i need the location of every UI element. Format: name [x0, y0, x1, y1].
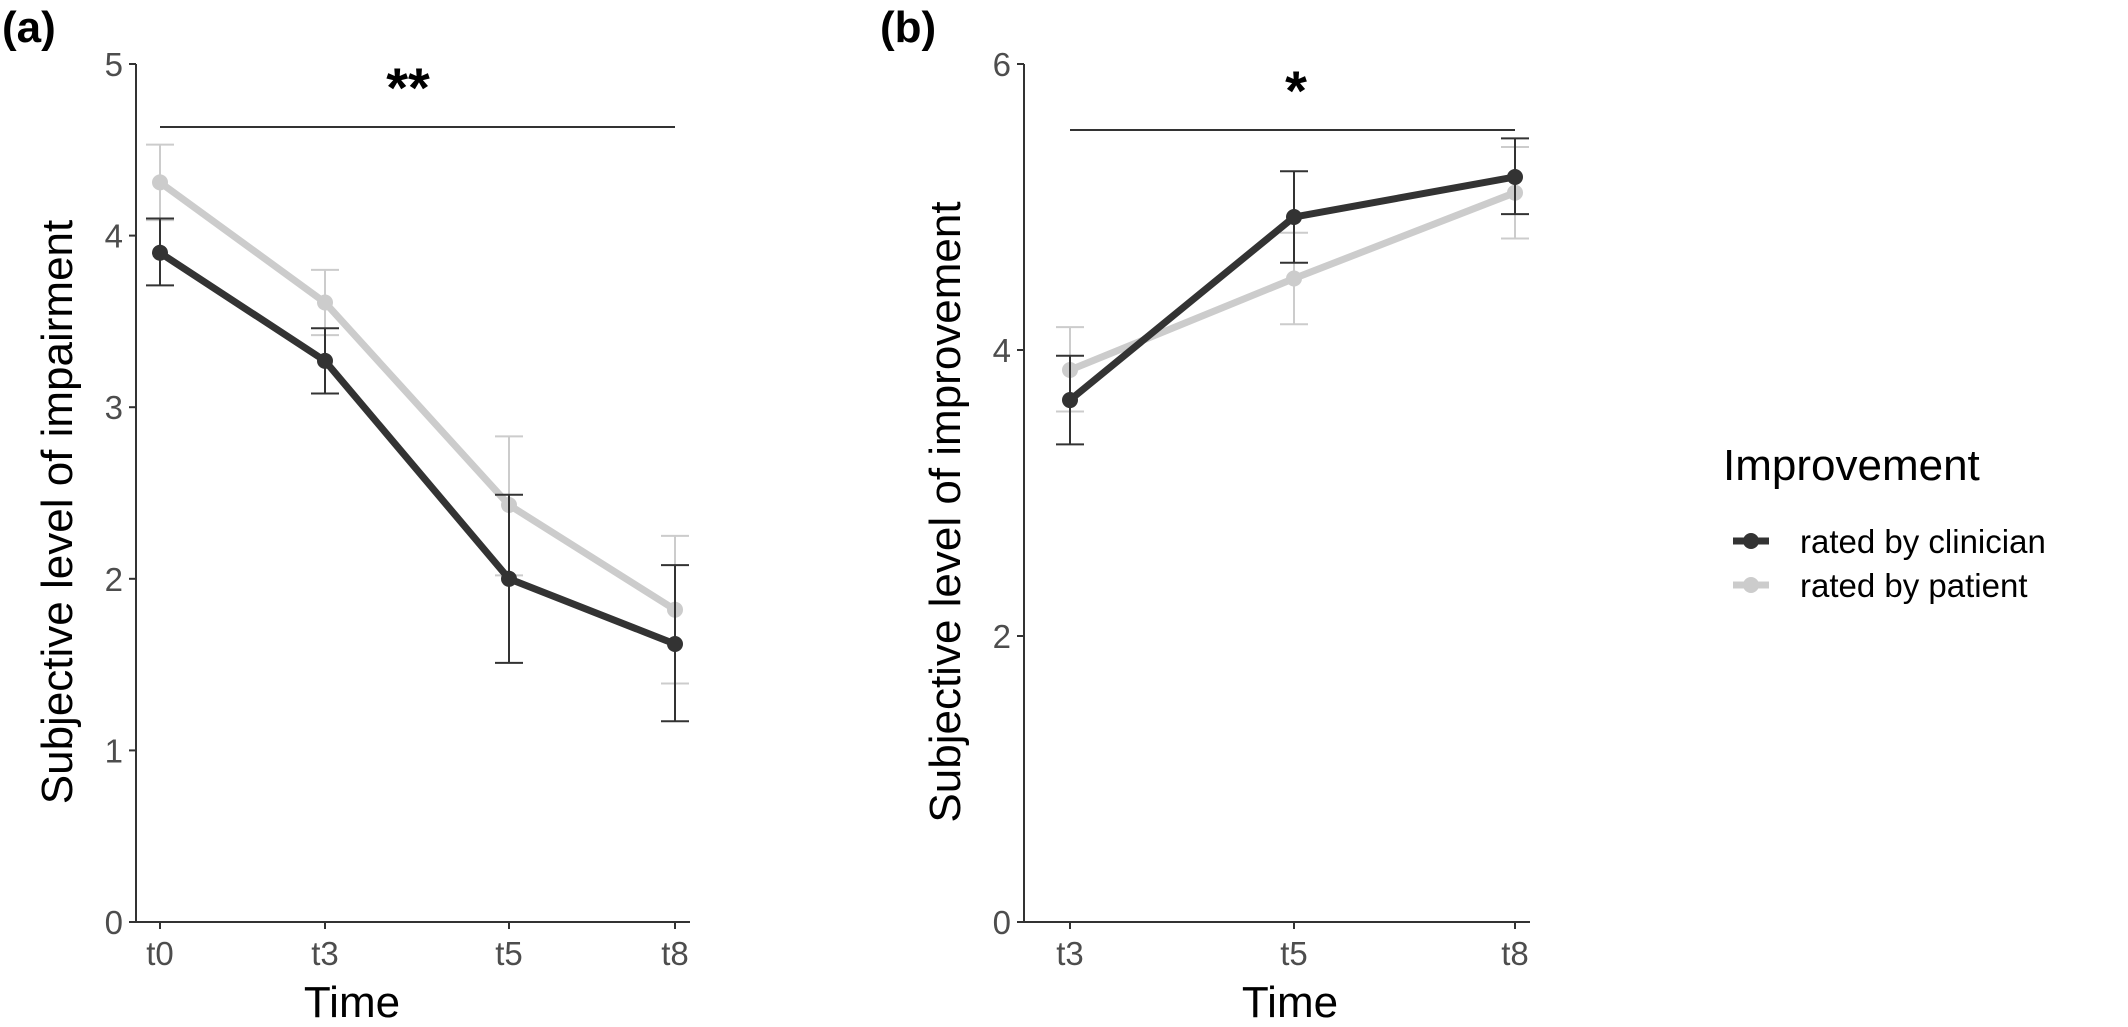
- legend: Improvement rated by clinician rated by …: [1723, 441, 2046, 604]
- panel-a-series-clinician: [146, 217, 689, 723]
- panel-b-patient-point: [1286, 270, 1302, 287]
- panel-a-y-tick-label: 5: [105, 46, 123, 83]
- panel-b-y-tick-label: 6: [993, 46, 1011, 83]
- panel-a-clinician-point: [667, 636, 683, 653]
- panel-a-patient-point: [317, 294, 333, 311]
- panel-a-x-tick-label: t8: [661, 935, 689, 972]
- panel-b-clinician-point: [1507, 168, 1523, 185]
- panel-b-x-axis-title: Time: [1242, 978, 1338, 1027]
- panel-a-clinician-line: [156, 249, 679, 648]
- panel-a-clinician-point: [317, 352, 333, 369]
- panel-a-series-patient: [146, 143, 689, 685]
- panel-a-ticks: 0 1 2 3 4 5 t0 t3 t5 t8: [105, 46, 689, 972]
- panel-a-x-tick-label: t5: [495, 935, 523, 972]
- panel-a: (a) Time Subjective level of impairment …: [2, 3, 690, 1027]
- panel-b-x-tick-label: t8: [1501, 935, 1529, 972]
- panel-b-y-tick-label: 4: [993, 332, 1011, 369]
- legend-label-patient: rated by patient: [1800, 567, 2028, 604]
- panel-b-ticks: 0 2 4 6 t3 t5 t8: [993, 46, 1529, 972]
- panel-a-x-axis-title: Time: [304, 978, 400, 1027]
- panel-a-x-tick-label: t0: [146, 935, 174, 972]
- legend-label-clinician: rated by clinician: [1800, 523, 2046, 560]
- panel-a-patient-point: [152, 174, 168, 191]
- panel-a-y-tick-label: 2: [105, 561, 123, 598]
- legend-item-clinician: rated by clinician: [1733, 523, 2046, 560]
- panel-a-y-tick-label: 3: [105, 389, 123, 426]
- panel-b-y-axis-title: Subjective level of improvement: [921, 201, 970, 822]
- panel-a-y-tick-label: 1: [105, 732, 123, 769]
- panel-a-clinician-point: [501, 570, 517, 587]
- legend-item-patient: rated by patient: [1733, 567, 2028, 604]
- panel-b-x-tick-label: t3: [1056, 935, 1084, 972]
- panel-a-significance-marker: **: [386, 56, 430, 119]
- panel-a-series: [146, 143, 689, 723]
- panel-a-patient-line: [156, 178, 679, 614]
- panel-a-clinician-point: [152, 244, 168, 261]
- panel-b-y-tick-label: 0: [993, 904, 1011, 941]
- panel-b-series: [1056, 137, 1529, 446]
- panel-b-label: (b): [880, 3, 936, 52]
- panel-b-y-tick-label: 2: [993, 618, 1011, 655]
- panel-a-y-axis-title: Subjective level of impairment: [33, 220, 82, 804]
- panel-a-y-tick-label: 0: [105, 904, 123, 941]
- panel-b-clinician-point: [1286, 209, 1302, 226]
- panel-b-x-tick-label: t5: [1280, 935, 1308, 972]
- legend-key-clinician-point: [1743, 533, 1759, 549]
- panel-a-x-tick-label: t3: [311, 935, 339, 972]
- panel-b-series-clinician: [1056, 137, 1529, 446]
- panel-a-y-tick-label: 4: [105, 218, 123, 255]
- panel-b-clinician-point: [1062, 392, 1078, 409]
- panel-b: (b) Time Subjective level of improvement…: [880, 3, 1530, 1027]
- legend-key-patient-point: [1743, 577, 1759, 593]
- legend-title: Improvement: [1723, 441, 1980, 490]
- panel-a-label: (a): [2, 3, 56, 52]
- panel-b-significance-marker: *: [1285, 59, 1307, 122]
